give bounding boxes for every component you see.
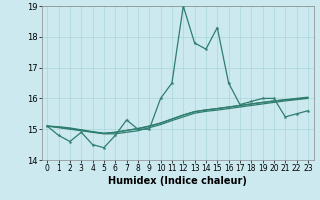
X-axis label: Humidex (Indice chaleur): Humidex (Indice chaleur) <box>108 176 247 186</box>
